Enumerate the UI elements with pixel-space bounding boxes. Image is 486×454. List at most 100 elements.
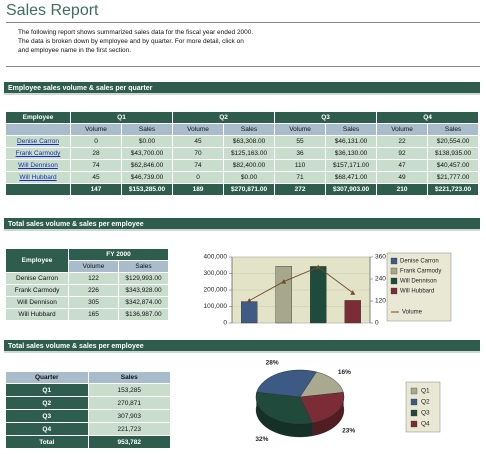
data-cell: 45: [71, 172, 121, 183]
data-cell: $63,308.00: [224, 136, 275, 147]
section-title: Employee sales volume & sales per quarte…: [4, 82, 480, 95]
employee-link[interactable]: Frank Carmody: [15, 150, 61, 157]
subheader-cell: Sales: [428, 124, 479, 135]
volume-marker: [350, 290, 356, 295]
data-row: Q3 307,903: [6, 410, 170, 422]
data-cell: $0.00: [224, 172, 275, 183]
legend-swatch: [390, 277, 398, 285]
intro-line: The data is broken down by employee and …: [18, 38, 244, 45]
data-cell: Will Dennison: [6, 297, 68, 308]
header-cell: Quarter: [6, 372, 88, 383]
employee-quarter-table: Employee Q1 Q2 Q3 Q4 Volume Sales Volume Sales Vo…: [5, 111, 480, 196]
totals-cell: 189: [173, 184, 224, 195]
totals-row: 147 $153,285.00 189 $270,871.00 272 $307,903.…: [6, 184, 479, 195]
subheader-cell: [6, 124, 70, 135]
data-cell: $46,131.00: [326, 136, 377, 147]
pie-slice: [299, 392, 345, 424]
legend-label: Will Hubbard: [400, 289, 434, 295]
data-row: Will Hubbard 165 $136,987.00: [6, 309, 168, 320]
legend-label: Q3: [421, 410, 430, 417]
employee-cell: Frank Carmody: [6, 148, 70, 159]
header-cell: Employee: [6, 112, 70, 123]
legend-label: Q2: [421, 399, 430, 406]
y-tick-label: 100,000: [204, 303, 228, 310]
subheader-cell: Volume: [377, 124, 428, 135]
intro-line: and employee name in the first section.: [18, 47, 132, 54]
pie-label: 28%: [266, 360, 279, 367]
employee-link[interactable]: Denise Carron: [17, 138, 59, 145]
totals-cell: 147: [71, 184, 121, 195]
y2-tick-label: 0: [375, 320, 379, 327]
employee-link[interactable]: Will Dennison: [18, 162, 58, 169]
data-cell: 22: [377, 136, 428, 147]
bar: [344, 300, 361, 324]
legend-label: Q4: [421, 421, 430, 428]
header-row: Quarter Sales: [6, 372, 170, 383]
legend-swatch: [390, 257, 398, 265]
data-cell: Denise Carron: [6, 273, 68, 284]
section-title: Total sales volume & sales per employee: [4, 340, 480, 353]
bar: [310, 266, 327, 324]
employee-total-table: Employee FY 2000 Volume Sales Denise Carron 1…: [5, 248, 169, 321]
pie-slice: [299, 371, 344, 398]
y-tick-label: 0: [223, 320, 227, 327]
data-cell: Q3: [6, 410, 88, 422]
data-row: Denise Carron 0 $0.00 45 $63,308.00 55 $46,131…: [6, 136, 479, 147]
header-row: Employee FY 2000: [6, 249, 168, 272]
data-cell: 49: [377, 172, 428, 183]
data-cell: Q2: [6, 397, 88, 409]
y2-tick-label: 360: [375, 254, 386, 261]
y-tick-label: 300,000: [204, 270, 228, 277]
data-row: Will Hubbard 45 $46,739.00 0 $0.00 71 $68,471.…: [6, 172, 479, 183]
subheader-cell: Sales: [119, 261, 168, 272]
intro-line: The following report shows summarized sa…: [18, 29, 254, 36]
section-title: Total sales volume & sales per employee: [4, 218, 480, 231]
bar: [241, 301, 258, 324]
rule: [6, 66, 480, 67]
pie-label: 16%: [338, 369, 351, 376]
totals-cell: 272: [275, 184, 326, 195]
employee-link[interactable]: Will Hubbard: [19, 174, 57, 181]
data-cell: $21,777.00: [428, 172, 479, 183]
header-cell: Q2: [173, 112, 275, 123]
pie-label: 23%: [342, 427, 355, 434]
legend-label: Will Dennison: [400, 279, 437, 285]
data-row: Will Dennison 74 $62,846.00 74 $82,400.00 110…: [6, 160, 479, 171]
data-cell: $129,993.00: [119, 273, 168, 284]
data-cell: $20,554.00: [428, 136, 479, 147]
quarter-table: Quarter Sales Q1 153,285 Q2 270,871 Q3 307,903 Q…: [5, 371, 171, 449]
legend-box: [386, 252, 452, 322]
legend-swatch: [410, 387, 418, 395]
header-cell: Q1: [71, 112, 173, 123]
data-cell: 0: [71, 136, 121, 147]
legend-swatch: [390, 267, 398, 275]
data-cell: 221,723: [88, 423, 170, 435]
data-cell: 28: [71, 148, 121, 159]
y2-tick-label: 240: [375, 276, 386, 283]
legend-swatch: [410, 398, 418, 406]
data-cell: $36,130.00: [326, 148, 377, 159]
legend-swatch: [390, 287, 398, 295]
data-cell: $46,739.00: [122, 172, 173, 183]
totals-cell: $307,903.00: [326, 184, 377, 195]
subheader-cell: Volume: [173, 124, 224, 135]
data-row: Denise Carron 122 $129,993.00: [6, 273, 168, 284]
data-cell: 270,871: [88, 397, 170, 409]
data-cell: 55: [275, 136, 326, 147]
y-tick-label: 400,000: [204, 254, 228, 261]
data-cell: 307,903: [88, 410, 170, 422]
subheader-row: Volume Sales: [6, 261, 168, 272]
data-cell: 0: [173, 172, 224, 183]
data-cell: Q1: [6, 384, 88, 396]
subheader-cell: Sales: [224, 124, 275, 135]
data-row: Q1 153,285: [6, 384, 170, 396]
legend-label: Volume: [402, 310, 423, 316]
data-cell: 165: [69, 309, 118, 320]
legend-label: Denise Carron: [400, 259, 439, 265]
data-cell: Will Hubbard: [6, 309, 68, 320]
legend-label: Frank Carmody: [400, 269, 441, 275]
data-cell: $342,874.00: [119, 297, 168, 308]
data-cell: $62,846.00: [122, 160, 173, 171]
